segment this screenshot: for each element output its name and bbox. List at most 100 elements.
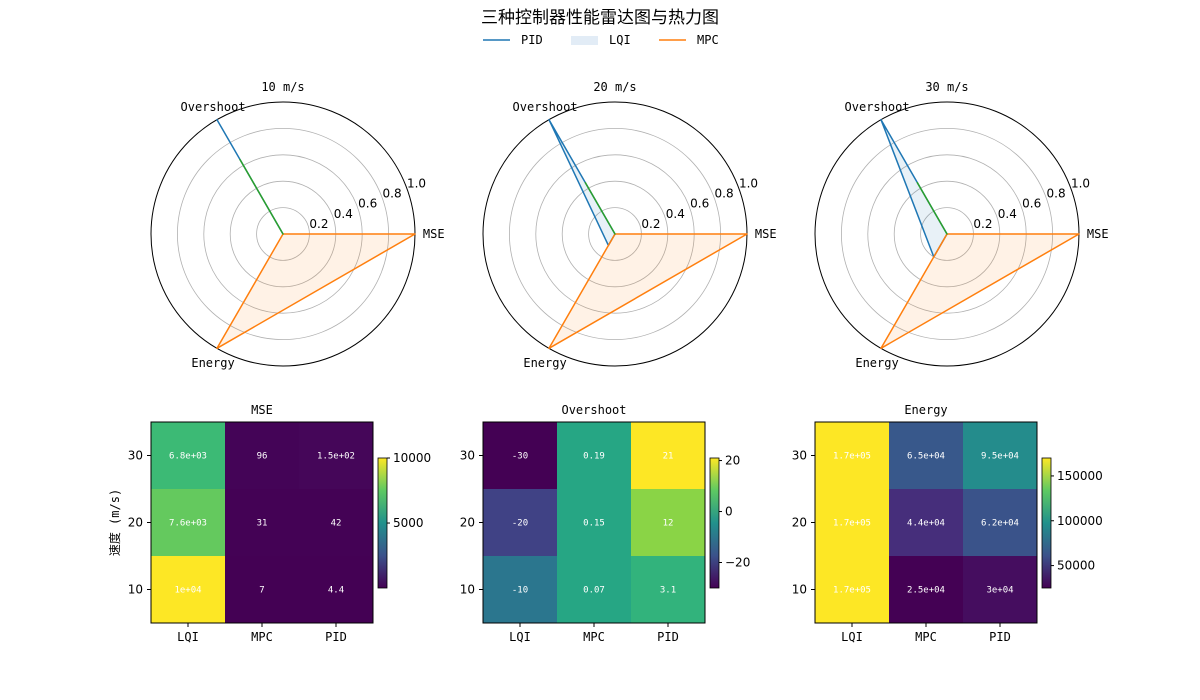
- heatmap-cell-label: 1.7e+05: [833, 519, 871, 529]
- colorbar-tick-label: 20: [725, 454, 740, 468]
- legend-label-pid: PID: [521, 33, 543, 47]
- legend: PID LQI MPC: [483, 33, 719, 47]
- heatmap-cell-label: 9.5e+04: [981, 452, 1019, 462]
- heatmap-ylabel: 速度 (m/s): [107, 489, 122, 556]
- heatmap-cell-label: 21: [663, 452, 674, 462]
- radar-rtick-label: 1.0: [1071, 176, 1090, 190]
- heatmap-ytick-label: 10: [128, 583, 143, 597]
- heatmap-colorbar: [1041, 457, 1052, 589]
- heatmap-cell: [151, 556, 225, 623]
- heatmap-xtick-label: LQI: [841, 630, 863, 644]
- radar-axis-label-energy: Energy: [855, 356, 898, 370]
- heatmap-cell: [557, 556, 631, 623]
- radar-rtick-label: 0.6: [358, 197, 377, 211]
- radar-series-lqi: [916, 181, 948, 235]
- colorbar-tick-label: 0: [725, 505, 733, 519]
- colorbar-tick-label: 5000: [393, 516, 424, 530]
- heatmap-cell: [299, 556, 373, 623]
- heatmap-xtick-label: MPC: [915, 630, 937, 644]
- heatmap-ytick-label: 30: [792, 449, 807, 463]
- heatmap-cell: [483, 422, 557, 489]
- radar-title: 10 m/s: [261, 80, 304, 94]
- heatmap-cell-label: 7.6e+03: [169, 519, 207, 529]
- heatmap-chart-overshoot: -10 0.07 3.1 -20 0.15 12 -30 0.19 21 Overshoot LQI…: [460, 403, 751, 644]
- heatmap-cell: [815, 556, 889, 623]
- heatmap-chart-energy: 1.7e+05 2.5e+04 3e+04 1.7e+05 4.4e+04 6.2e+04…: [792, 403, 1103, 644]
- heatmap-cell: [631, 422, 705, 489]
- heatmap-cell: [889, 489, 963, 556]
- heatmap-cell-label: 1.7e+05: [833, 586, 871, 596]
- heatmap-cell-label: 4.4: [328, 586, 344, 596]
- heatmap-cell-label: 12: [663, 519, 674, 529]
- radar-series-mpc: [880, 233, 1080, 350]
- heatmap-xtick-label: PID: [989, 630, 1011, 644]
- radar-rtick-label: 0.8: [715, 187, 734, 201]
- radar-rtick-label: 1.0: [407, 176, 426, 190]
- heatmap-cell: [963, 422, 1037, 489]
- radar-axis-label-overshoot: Overshoot: [845, 100, 910, 114]
- heatmap-cell: [225, 556, 299, 623]
- radar-rtick-label: 1.0: [739, 176, 758, 190]
- heatmap-ytick-label: 20: [792, 516, 807, 530]
- radar-rtick-label: 0.2: [641, 217, 660, 231]
- heatmap-cell: [483, 556, 557, 623]
- heatmap-ytick-label: 10: [792, 583, 807, 597]
- radar-axis-label-mse: MSE: [1087, 227, 1109, 241]
- radar-series-mpc: [216, 233, 416, 350]
- heatmap-cell-label: -10: [512, 586, 528, 596]
- heatmap-xtick-label: LQI: [177, 630, 199, 644]
- radar-title: 20 m/s: [593, 80, 636, 94]
- heatmap-cell: [631, 556, 705, 623]
- radar-rtick-label: 0.4: [998, 207, 1017, 221]
- radar-series-mpc: [548, 233, 748, 350]
- heatmap-title: MSE: [251, 403, 273, 417]
- legend-label-lqi: LQI: [609, 33, 631, 47]
- radar-rtick-label: 0.2: [973, 217, 992, 231]
- heatmap-cell-label: 1.7e+05: [833, 452, 871, 462]
- heatmap-cell-label: 3e+04: [986, 586, 1013, 596]
- heatmap-cell: [815, 489, 889, 556]
- heatmap-chart-mse: 1e+04 7 4.4 7.6e+03 31 42 6.8e+03 96 1.5e+02 MSE L…: [107, 403, 431, 644]
- colorbar-tick-label: 50000: [1057, 559, 1095, 573]
- heatmap-cell-label: 96: [257, 452, 268, 462]
- radar-rtick-label: 0.8: [383, 187, 402, 201]
- legend-swatch-lqi: [571, 36, 598, 45]
- heatmap-cell-label: 31: [257, 519, 268, 529]
- heatmap-cell-label: 6.2e+04: [981, 519, 1019, 529]
- radar-axis-label-energy: Energy: [523, 356, 566, 370]
- heatmap-colorbar: [377, 457, 388, 589]
- heatmap-cell: [557, 422, 631, 489]
- heatmap-xtick-label: PID: [325, 630, 347, 644]
- radar-series-lqi: [584, 181, 616, 235]
- radar-fill-pid: [881, 119, 947, 257]
- colorbar-tick-label: 150000: [1057, 469, 1103, 483]
- heatmap-title: Energy: [904, 403, 947, 417]
- heatmap-cell: [299, 489, 373, 556]
- radar-charts: 0.2 0.4 0.6 0.8 1.0 MSE Overshoot Energy 10 m/s 0…: [150, 80, 1109, 370]
- colorbar-tick-label: −20: [725, 556, 750, 570]
- heatmap-cell: [151, 489, 225, 556]
- radar-rtick-label: 0.2: [309, 217, 328, 231]
- heatmap-cell-label: 6.8e+03: [169, 452, 207, 462]
- heatmap-title: Overshoot: [561, 403, 626, 417]
- heatmap-charts: 1e+04 7 4.4 7.6e+03 31 42 6.8e+03 96 1.5e+02 MSE L…: [107, 403, 1103, 644]
- heatmap-cell: [151, 422, 225, 489]
- heatmap-cell: [557, 489, 631, 556]
- radar-series-lqi: [239, 158, 284, 235]
- heatmap-cell: [483, 489, 557, 556]
- heatmap-cell-label: 6.5e+04: [907, 452, 945, 462]
- radar-rtick-label: 0.6: [690, 197, 709, 211]
- heatmap-ytick-label: 20: [460, 516, 475, 530]
- heatmap-ytick-label: 10: [460, 583, 475, 597]
- radar-chart-10-m-s: 0.2 0.4 0.6 0.8 1.0 MSE Overshoot Energy 10 m/s: [150, 80, 445, 370]
- colorbar-tick-label: 100000: [1057, 514, 1103, 528]
- heatmap-xtick-label: MPC: [251, 630, 273, 644]
- heatmap-xtick-label: PID: [657, 630, 679, 644]
- heatmap-cell: [963, 556, 1037, 623]
- radar-title: 30 m/s: [925, 80, 968, 94]
- radar-axis-label-mse: MSE: [423, 227, 445, 241]
- radar-axis-label-mse: MSE: [755, 227, 777, 241]
- radar-axis-label-overshoot: Overshoot: [513, 100, 578, 114]
- heatmap-ytick-label: 30: [460, 449, 475, 463]
